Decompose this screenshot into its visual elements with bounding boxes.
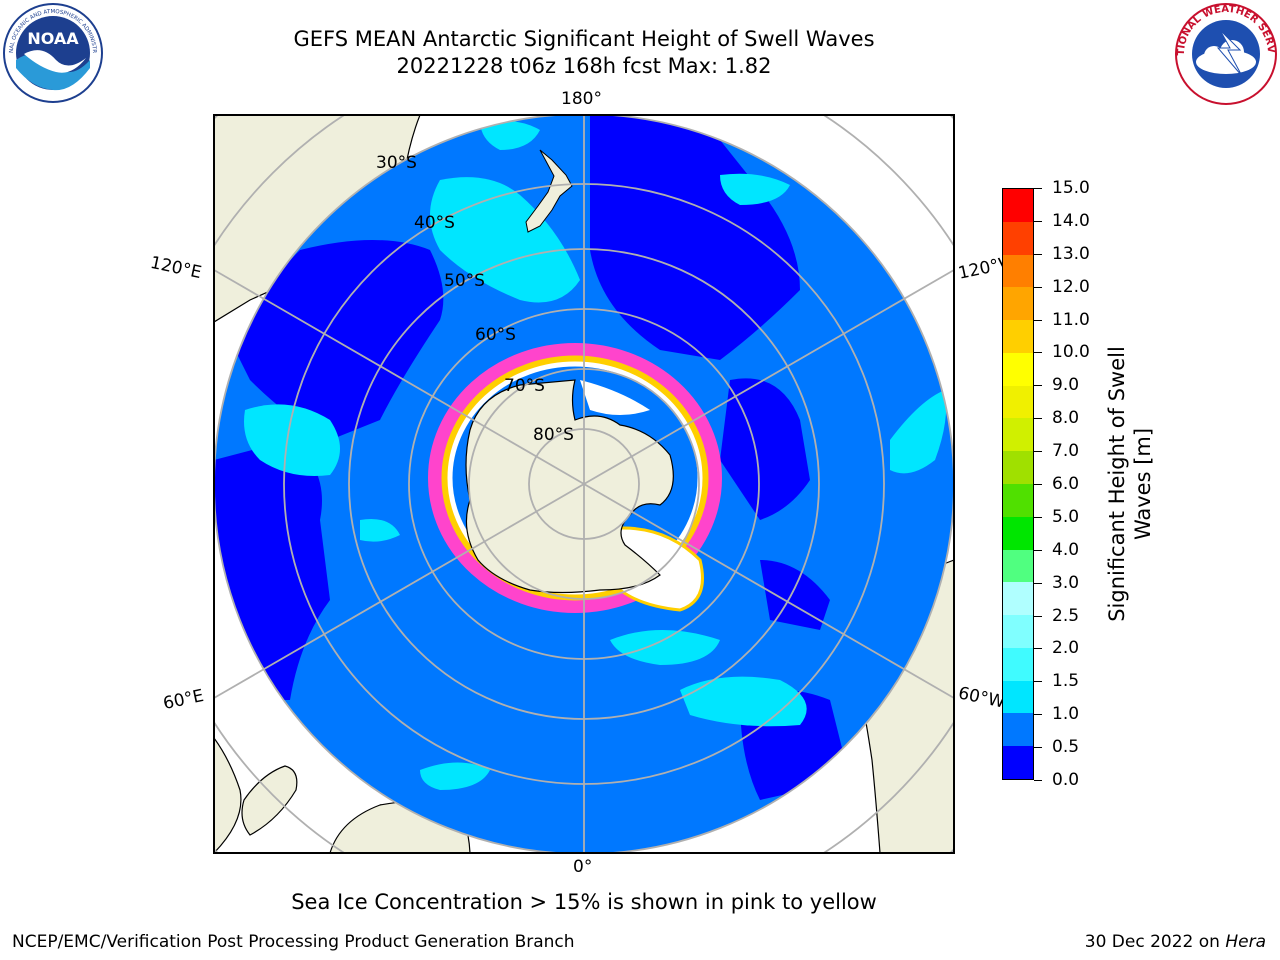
colorbar-tick	[1034, 549, 1042, 551]
colorbar-tick	[1034, 681, 1042, 683]
colorbar-tick	[1034, 319, 1042, 321]
footer-date: 30 Dec 2022 on Hera	[1084, 932, 1266, 952]
colorbar-tick	[1034, 188, 1042, 189]
colorbar-tick-label: 13.0	[1052, 243, 1090, 264]
colorbar-tick-label: 1.5	[1052, 671, 1080, 692]
lat-label-70s: 70°S	[504, 376, 545, 396]
colorbar-tick	[1034, 516, 1042, 518]
colorbar-tick-label: 0.5	[1052, 737, 1080, 758]
colorbar-tick	[1034, 385, 1042, 387]
colorbar-tick	[1034, 648, 1042, 650]
colorbar-tick-label: 10.0	[1052, 342, 1090, 363]
colorbar-tick-label: 7.0	[1052, 441, 1080, 462]
colorbar-segment	[1003, 713, 1033, 747]
africa-land	[214, 736, 242, 853]
colorbar-tick	[1034, 615, 1042, 617]
lat-label-50s: 50°S	[444, 271, 485, 291]
lat-label-40s: 40°S	[414, 213, 455, 233]
svg-text:NOAA: NOAA	[27, 29, 79, 48]
colorbar-segment	[1003, 549, 1033, 583]
colorbar-segment	[1003, 221, 1033, 255]
map-subtitle: 20221228 t06z 168h fcst Max: 1.82	[396, 54, 772, 78]
colorbar-segment	[1003, 254, 1033, 288]
colorbar-segment	[1003, 680, 1033, 714]
colorbar-segment	[1003, 385, 1033, 419]
colorbar-segment	[1003, 287, 1033, 321]
new-zealand-land	[525, 149, 573, 233]
colorbar-tick-label: 0.0	[1052, 770, 1080, 790]
colorbar-tick-label: 14.0	[1052, 210, 1090, 231]
lon-label-180: 180°	[561, 89, 602, 109]
colorbar-segment	[1003, 451, 1033, 484]
colorbar-tick	[1034, 286, 1042, 288]
colorbar-tick	[1034, 780, 1042, 781]
colorbar-label: Significant Height of Swell Waves [m]	[1105, 346, 1155, 622]
colorbar-segment	[1003, 746, 1033, 779]
colorbar-tick-label: 8.0	[1052, 408, 1080, 429]
colorbar-tick-label: 6.0	[1052, 474, 1080, 494]
colorbar-segment	[1003, 516, 1033, 550]
colorbar-segment	[1003, 352, 1033, 386]
colorbar-segment	[1003, 320, 1033, 353]
colorbar-tick-label: 12.0	[1052, 276, 1090, 297]
colorbar-tick-label: 9.0	[1052, 375, 1080, 396]
colorbar-tick	[1034, 220, 1042, 222]
colorbar	[1002, 188, 1034, 780]
colorbar-segment	[1003, 188, 1033, 222]
colorbar-tick	[1034, 253, 1042, 255]
lon-label-0: 0°	[573, 857, 593, 877]
colorbar-tick	[1034, 582, 1042, 584]
colorbar-tick-label: 4.0	[1052, 539, 1080, 560]
sea-ice-note: Sea Ice Concentration > 15% is shown in …	[291, 890, 877, 914]
lat-label-60s: 60°S	[475, 325, 516, 345]
colorbar-segment	[1003, 582, 1033, 616]
colorbar-tick	[1034, 714, 1042, 716]
lat-label-80s: 80°S	[533, 425, 574, 445]
colorbar-tick-label: 1.0	[1052, 704, 1080, 725]
lat-label-30s: 30°S	[376, 153, 417, 173]
colorbar-segment	[1003, 615, 1033, 648]
antarctica-land	[465, 379, 674, 594]
colorbar-tick-label: 11.0	[1052, 309, 1090, 330]
madagascar-land	[241, 765, 298, 836]
noaa-logo: NOAA NATIONAL OCEANIC AND ATMOSPHERIC AD…	[2, 2, 103, 103]
colorbar-tick-label: 5.0	[1052, 506, 1080, 527]
colorbar-tick-label: 15.0	[1052, 178, 1090, 198]
colorbar-segment	[1003, 483, 1033, 517]
colorbar-tick	[1034, 352, 1042, 354]
colorbar-segment	[1003, 647, 1033, 681]
map-title: GEFS MEAN Antarctic Significant Height o…	[293, 27, 875, 51]
colorbar-segment	[1003, 418, 1033, 452]
colorbar-tick	[1034, 451, 1042, 453]
colorbar-tick-label: 3.0	[1052, 572, 1080, 593]
colorbar-tick-label: 2.0	[1052, 638, 1080, 659]
colorbar-tick	[1034, 484, 1042, 485]
colorbar-tick	[1034, 418, 1042, 420]
nws-logo: NATIONAL WEATHER SERVICE	[1174, 2, 1277, 105]
colorbar-tick-label: 2.5	[1052, 605, 1080, 626]
graticule	[214, 115, 954, 853]
colorbar-tick	[1034, 747, 1042, 749]
footer-credit: NCEP/EMC/Verification Post Processing Pr…	[12, 932, 575, 952]
